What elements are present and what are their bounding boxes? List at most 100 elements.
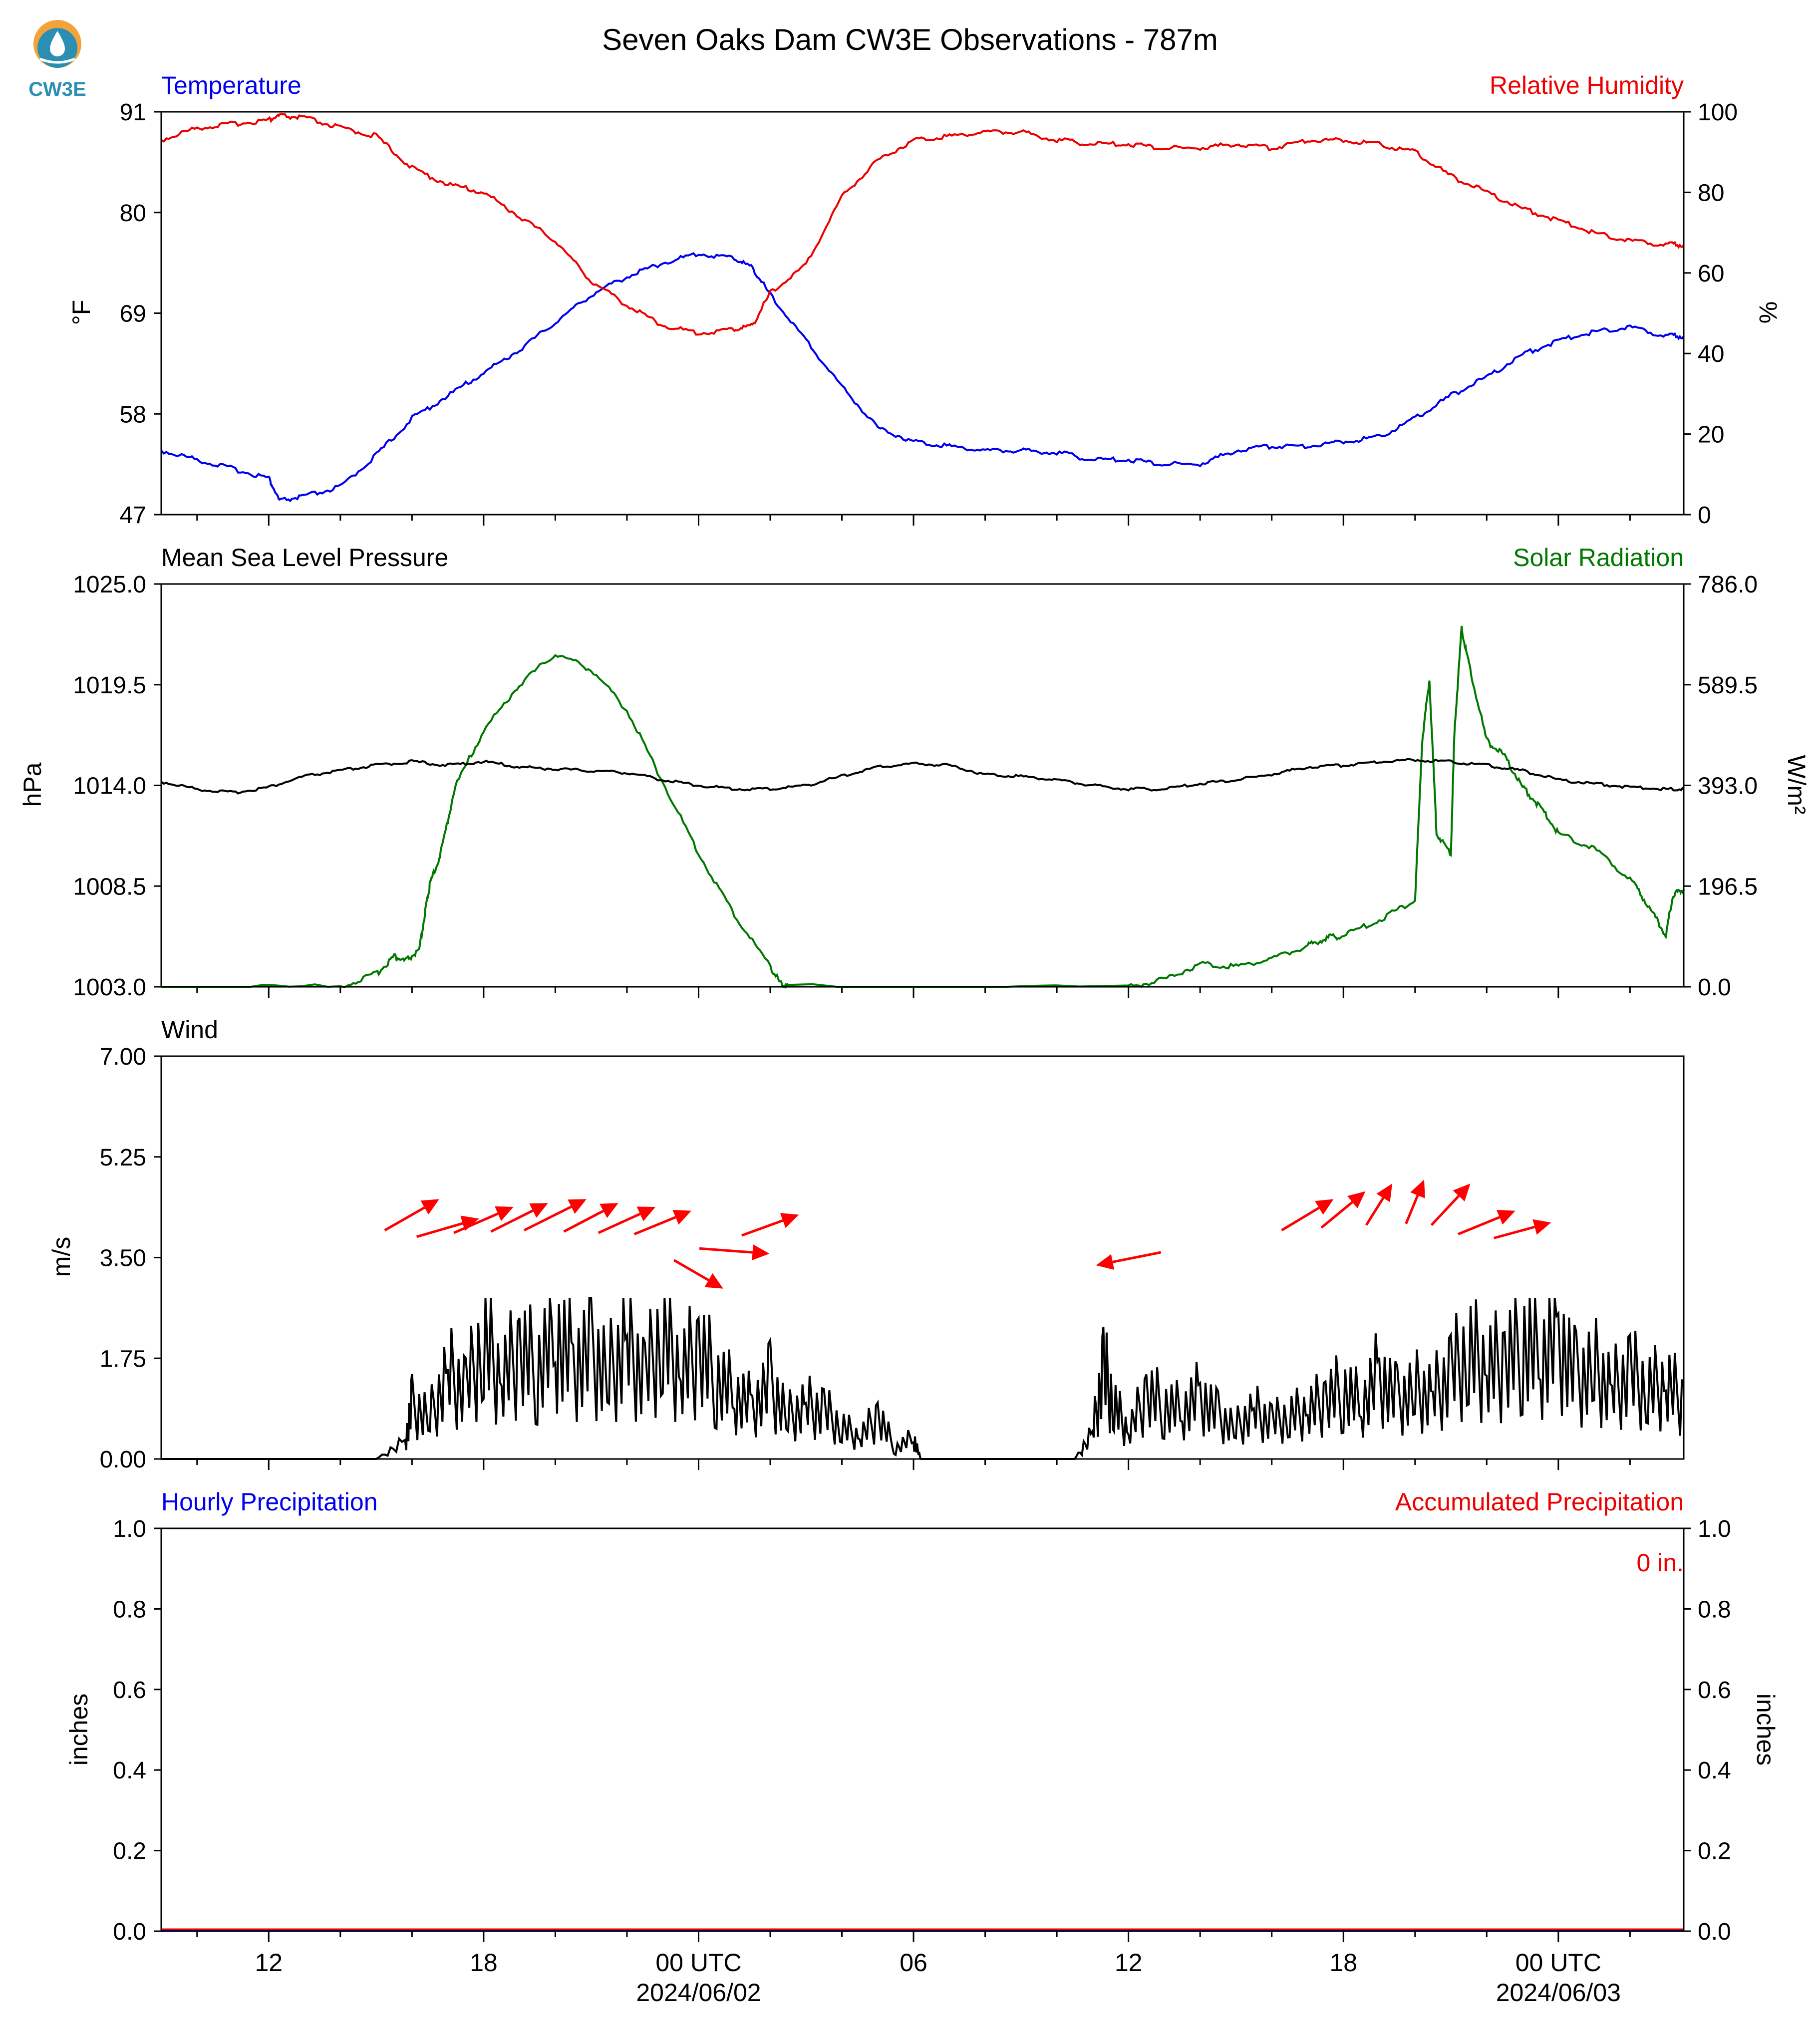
wind-arrow-shaft (416, 1222, 463, 1238)
wind-arrow-head (672, 1209, 691, 1225)
y-tick-label-right: 100 (1698, 99, 1738, 126)
solar-ticks: 786.0 589.5 393.0 196.5 0.0 (1684, 572, 1758, 1001)
wind-arrow-shaft (563, 1209, 604, 1233)
temperature-humidity-plot-frame (160, 111, 1685, 516)
wind-arrow-head (636, 1206, 656, 1221)
pressure-axis-label: hPa (18, 762, 46, 807)
precipitation-panel: Hourly Precipitation Accumulated Precipi… (65, 1488, 1780, 2007)
y-tick-label-right: 80 (1698, 180, 1724, 206)
x-ticks (196, 1931, 1631, 1942)
wind-arrow (1458, 1209, 1516, 1235)
hourly-precip-title: Hourly Precipitation (161, 1488, 378, 1516)
accum-precip-title: Accumulated Precipitation (1395, 1488, 1684, 1516)
wind-arrow-shaft (1405, 1194, 1419, 1224)
cw3e-logo: CW3E (28, 20, 86, 100)
precip-left-axis-label: inches (65, 1694, 93, 1766)
solar-radiation-line (161, 625, 1685, 989)
wind-arrow-head (495, 1206, 514, 1221)
pressure-solar-plot-frame (160, 583, 1685, 988)
y-tick-label-right: 1.0 (1698, 1516, 1731, 1542)
y-tick-label-left: 1019.5 (73, 672, 146, 699)
wind-arrow-shaft (741, 1219, 784, 1237)
y-tick-label-right: 196.5 (1698, 873, 1758, 900)
wind-arrow (1494, 1219, 1551, 1239)
y-tick-label-left: 1.0 (113, 1516, 146, 1542)
pressure-solar-panel: Mean Sea Level Pressure Solar Radiation … (18, 544, 1811, 1001)
wind-panel: Wind m/s 7.00 5.25 3.50 1.75 0.00 (47, 1016, 1685, 1473)
wind-arrow-shaft (1494, 1225, 1535, 1239)
wind-panel-title: Wind (161, 1016, 218, 1044)
y-tick-label-right: 589.5 (1698, 672, 1758, 699)
y-tick-label-right: 0.0 (1698, 974, 1731, 1001)
wind-arrow-shaft (1458, 1216, 1500, 1235)
y-tick-label-right: 0 (1698, 502, 1711, 529)
precipitation-plot-frame (160, 1527, 1685, 1932)
wind-arrow-head (568, 1199, 587, 1214)
wind-arrow-head (1532, 1219, 1551, 1235)
y-tick-label-left: 69 (120, 301, 146, 327)
wind-arrow-shaft (598, 1212, 641, 1234)
y-tick-label-left: 0.0 (113, 1919, 146, 1945)
wind-arrow-head (1496, 1209, 1516, 1225)
humidity-axis-label: % (1754, 301, 1782, 323)
humidity-line (161, 113, 1685, 336)
wind-arrow (490, 1203, 548, 1233)
wind-arrow (1096, 1251, 1162, 1270)
precip-left-ticks: 1.0 0.8 0.6 0.4 0.2 0.0 (113, 1516, 161, 1945)
wind-arrow-shaft (673, 1259, 709, 1281)
x-ticks (196, 1459, 1631, 1470)
temperature-line (160, 252, 1685, 503)
logo-text: CW3E (28, 78, 86, 100)
y-tick-label-left: 58 (120, 401, 146, 428)
y-tick-label-right: 786.0 (1698, 572, 1758, 598)
wind-arrow (633, 1209, 691, 1235)
y-tick-label-right: 20 (1698, 422, 1724, 448)
y-tick-label-left: 1008.5 (73, 873, 146, 900)
temperature-ticks: 91 80 69 58 47 (120, 99, 161, 529)
y-tick-label-right: 0.0 (1698, 1919, 1731, 1945)
wind-arrow (673, 1259, 723, 1289)
cw3e-logo-icon (33, 20, 81, 68)
wind-arrow (523, 1199, 587, 1232)
x-tick-label: 18 (1329, 1949, 1357, 1977)
y-tick-label-left: 3.50 (100, 1245, 146, 1272)
wind-arrow (1430, 1183, 1471, 1226)
wind-arrow (1405, 1179, 1425, 1224)
y-tick-label-left: 0.2 (113, 1838, 146, 1865)
y-tick-label-right: 0.6 (1698, 1677, 1731, 1704)
wind-arrow-shaft (1281, 1206, 1320, 1231)
precip-right-ticks: 1.0 0.8 0.6 0.4 0.2 0.0 (1684, 1516, 1731, 1945)
y-tick-label-right: 0.2 (1698, 1838, 1731, 1865)
temperature-axis-label: °F (67, 300, 95, 325)
precip-right-axis-label: inches (1752, 1694, 1780, 1766)
x-ticks (196, 987, 1631, 998)
temperature-humidity-panel: Temperature Relative Humidity °F % 91 80 6… (67, 71, 1782, 529)
wind-arrow-shaft (633, 1216, 676, 1235)
wind-arrow-head (1410, 1179, 1425, 1198)
wind-arrow-shaft (1112, 1251, 1162, 1263)
x-tick-label: 06 (900, 1949, 927, 1977)
x-tick-label: 12 (255, 1949, 283, 1977)
wind-arrow-shaft (453, 1212, 499, 1234)
chart-title: Seven Oaks Dam CW3E Observations - 787m (602, 23, 1218, 56)
y-tick-label-right: 40 (1698, 341, 1724, 367)
wind-arrow (1281, 1199, 1334, 1231)
wind-arrow-shaft (1320, 1201, 1353, 1229)
y-tick-label-left: 0.8 (113, 1596, 146, 1623)
y-tick-label-left: 80 (120, 200, 146, 227)
wind-direction-arrows (384, 1179, 1551, 1289)
temperature-panel-title: Temperature (161, 71, 302, 99)
y-tick-label-left: 1.75 (100, 1346, 146, 1372)
y-tick-label-left: 5.25 (100, 1145, 146, 1171)
wind-arrow-head (704, 1273, 723, 1289)
wind-speed-line (161, 1297, 1683, 1460)
humidity-panel-title: Relative Humidity (1490, 71, 1684, 99)
wind-arrow-head (780, 1213, 799, 1228)
wind-arrow (1320, 1191, 1366, 1229)
wind-arrow-head (1347, 1191, 1366, 1208)
x-tick-label: 00 UTC (1516, 1949, 1601, 1977)
x-tick-label: 00 UTC (655, 1949, 741, 1977)
wind-arrow (453, 1206, 514, 1234)
